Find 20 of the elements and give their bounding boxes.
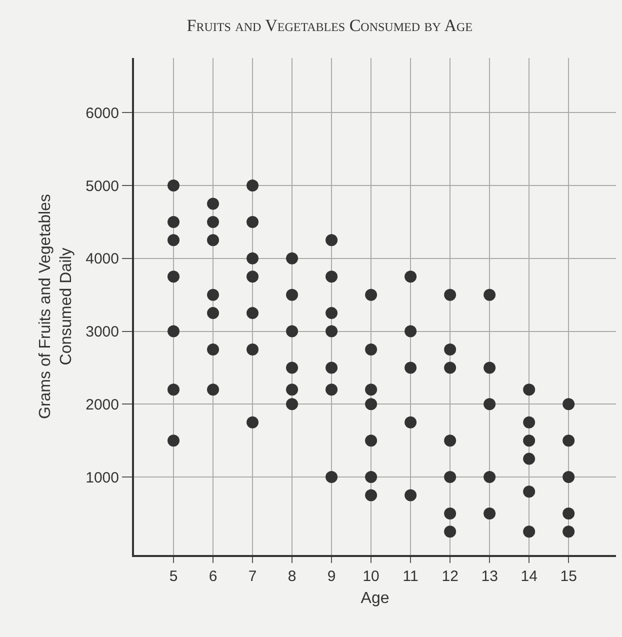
y-axis-title: Grams of Fruits and Vegetables Consumed Daily [37,194,76,419]
y-tick-label: 5000 [86,178,119,195]
x-tick-label: 8 [288,568,296,585]
x-tick-label: 11 [402,568,418,585]
x-tick-label: 7 [248,568,257,585]
x-axis-title: Age [360,590,390,608]
x-tick-label: 6 [208,568,218,585]
y-tick-label: 1000 [86,469,119,486]
x-tick-label: 10 [362,568,380,585]
y-tick-label: 2000 [86,396,119,414]
x-tick-label: 5 [169,568,178,585]
x-tick-label: 13 [481,568,498,585]
y-tick-label: 4000 [86,250,119,268]
x-tick-label: 9 [327,568,336,585]
y-tick-label: 6000 [86,104,119,122]
y-tick-label: 3000 [86,324,119,341]
x-tick-label: 14 [520,568,538,585]
x-tick-label: 12 [442,568,458,585]
chart-title: Fruits and Vegetables Consumed by Age [186,16,473,36]
x-tick-label: 15 [560,568,577,585]
